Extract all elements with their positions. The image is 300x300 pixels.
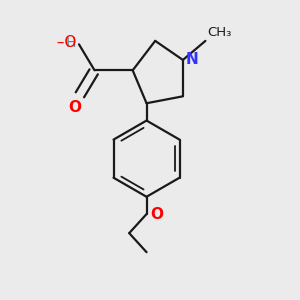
Text: N: N <box>186 52 198 68</box>
Text: –O: –O <box>47 35 76 50</box>
Text: H: H <box>66 36 76 50</box>
Text: O: O <box>68 100 81 115</box>
Text: O: O <box>151 207 164 222</box>
Text: CH₃: CH₃ <box>207 26 232 39</box>
